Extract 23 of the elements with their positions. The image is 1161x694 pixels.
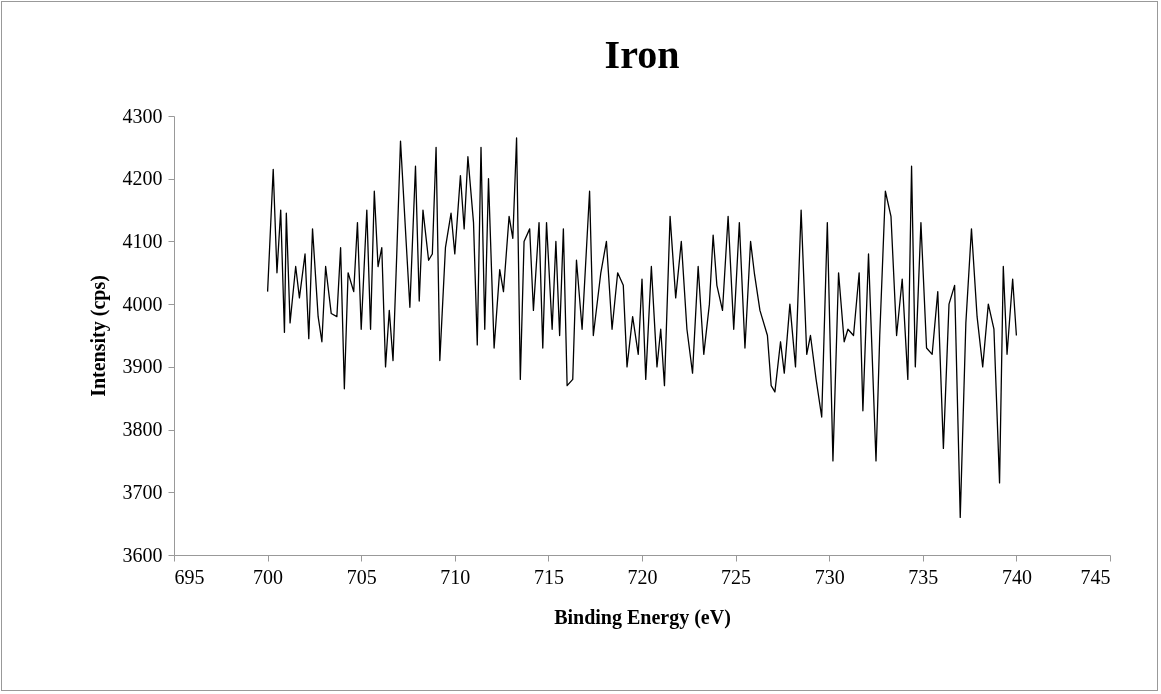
y-tick-label: 4300 — [122, 104, 163, 127]
y-tick-label: 4000 — [122, 292, 163, 315]
x-tick-label: 720 — [627, 565, 658, 588]
x-tick-label: 705 — [346, 565, 377, 588]
x-tick-label: 710 — [440, 565, 471, 588]
x-tick-label: 715 — [533, 565, 564, 588]
y-tick-label: 3700 — [122, 480, 163, 503]
x-axis-title: Binding Energy (eV) — [554, 605, 731, 629]
y-tick-label: 4200 — [122, 167, 163, 190]
line-series — [266, 137, 1018, 519]
y-tick-label: 3600 — [122, 543, 163, 566]
x-tick-label: 745 — [1080, 565, 1111, 588]
x-tick-label: 695 — [174, 565, 205, 588]
y-axis-title: Intensity (cps) — [86, 275, 110, 397]
y-tick-label: 3800 — [122, 418, 163, 441]
chart-title: Iron — [604, 32, 680, 77]
x-tick-label: 700 — [253, 565, 284, 588]
x-tick-label: 740 — [1001, 565, 1032, 588]
x-tick-label: 735 — [908, 565, 939, 588]
x-tick-label: 730 — [814, 565, 845, 588]
x-tick-label: 725 — [721, 565, 752, 588]
y-tick-label: 4100 — [122, 229, 163, 252]
y-tick-label: 3900 — [122, 355, 163, 378]
